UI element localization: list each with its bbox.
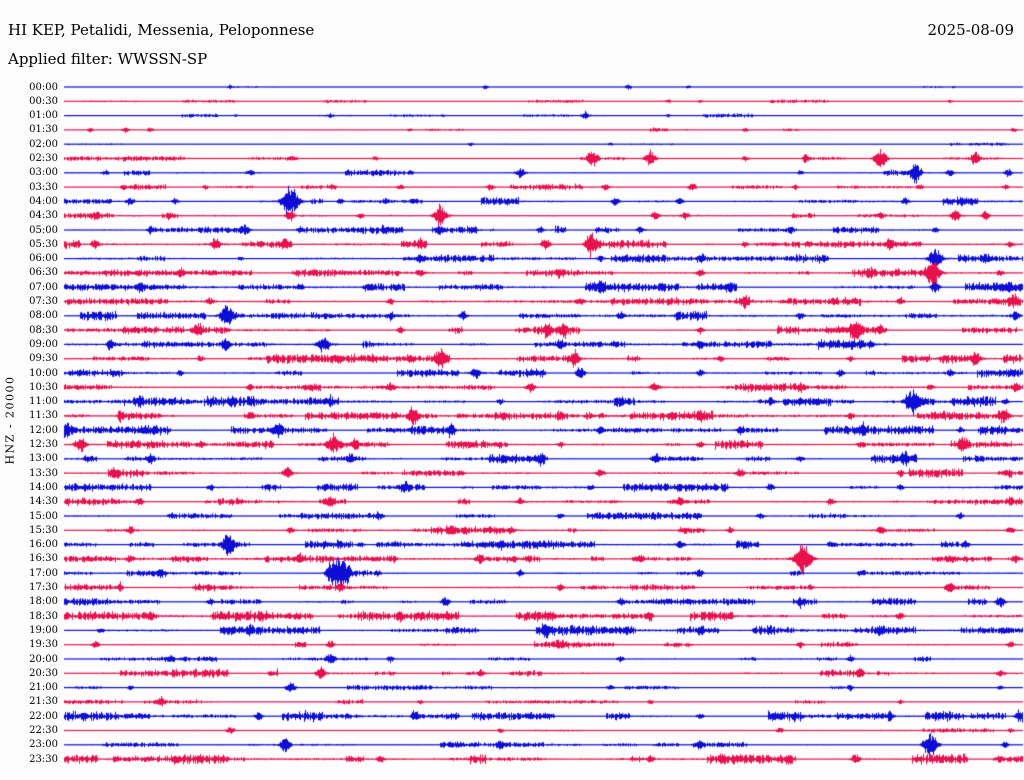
time-label: 19:30 — [29, 639, 58, 651]
time-label: 22:30 — [29, 725, 58, 736]
time-label: 07:00 — [29, 281, 58, 293]
time-label: 22:00 — [29, 710, 58, 722]
time-label: 23:00 — [29, 739, 58, 751]
time-label: 04:00 — [29, 195, 58, 207]
time-label: 13:00 — [29, 453, 58, 465]
time-label: 09:30 — [29, 353, 58, 365]
time-label: 17:00 — [29, 567, 58, 579]
time-label: 08:00 — [29, 310, 58, 322]
time-label: 11:30 — [29, 410, 58, 422]
time-label: 06:00 — [29, 253, 58, 265]
time-label: 15:30 — [29, 524, 58, 536]
time-label: 18:00 — [29, 596, 58, 608]
time-label: 08:30 — [29, 324, 58, 336]
time-label: 21:00 — [29, 682, 58, 694]
time-label: 20:00 — [29, 653, 58, 665]
time-label: 05:30 — [29, 238, 58, 250]
time-label: 01:30 — [29, 124, 58, 136]
time-label: 09:00 — [29, 338, 58, 350]
time-label: 17:30 — [29, 582, 58, 593]
time-label: 05:00 — [29, 224, 58, 236]
time-label: 14:30 — [29, 496, 58, 508]
time-label: 21:30 — [29, 696, 58, 708]
time-label: 12:00 — [29, 424, 58, 436]
time-label: 20:30 — [29, 667, 58, 679]
time-label: 19:00 — [29, 624, 58, 636]
time-label: 15:00 — [29, 510, 58, 522]
time-label: 00:00 — [29, 81, 58, 93]
time-label: 02:30 — [29, 153, 58, 164]
time-label: 03:00 — [29, 167, 58, 179]
time-label: 10:30 — [29, 381, 58, 393]
time-label: 18:30 — [29, 610, 58, 622]
time-label: 02:00 — [29, 138, 58, 150]
time-label: 11:00 — [29, 396, 58, 408]
time-label: 16:00 — [29, 539, 58, 551]
time-label: 03:30 — [29, 181, 58, 193]
time-label: 23:30 — [29, 753, 58, 765]
time-label: 01:00 — [29, 110, 58, 122]
time-label: 16:30 — [29, 553, 58, 565]
time-label: 07:30 — [29, 296, 58, 307]
time-label: 10:00 — [29, 367, 58, 379]
time-label: 12:30 — [29, 439, 58, 450]
time-label: 14:00 — [29, 481, 58, 493]
time-label: 13:30 — [29, 467, 58, 479]
time-label: 00:30 — [29, 95, 58, 107]
time-label: 06:30 — [29, 267, 58, 279]
time-label: 04:30 — [29, 210, 58, 222]
